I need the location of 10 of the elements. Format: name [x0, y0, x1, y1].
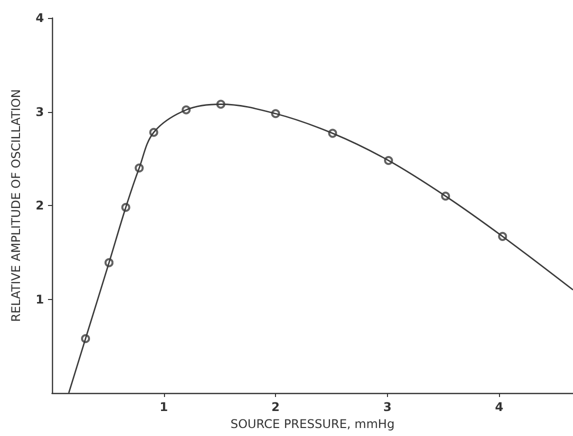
x-tick-label: 3: [383, 400, 392, 414]
y-axis-title: RELATIVE AMPLITUDE OF OSCILLATION: [9, 89, 23, 322]
y-tick-label: 2: [36, 198, 44, 212]
y-tick-label: 4: [36, 11, 44, 25]
x-tick-label: 1: [160, 400, 168, 414]
x-tick-label: 4: [495, 400, 504, 414]
x-axis-title: SOURCE PRESSURE, mmHg: [230, 416, 395, 431]
y-tick-label: 3: [36, 104, 44, 119]
x-tick-label: 2: [271, 400, 280, 414]
y-tick-label: 1: [36, 292, 44, 306]
